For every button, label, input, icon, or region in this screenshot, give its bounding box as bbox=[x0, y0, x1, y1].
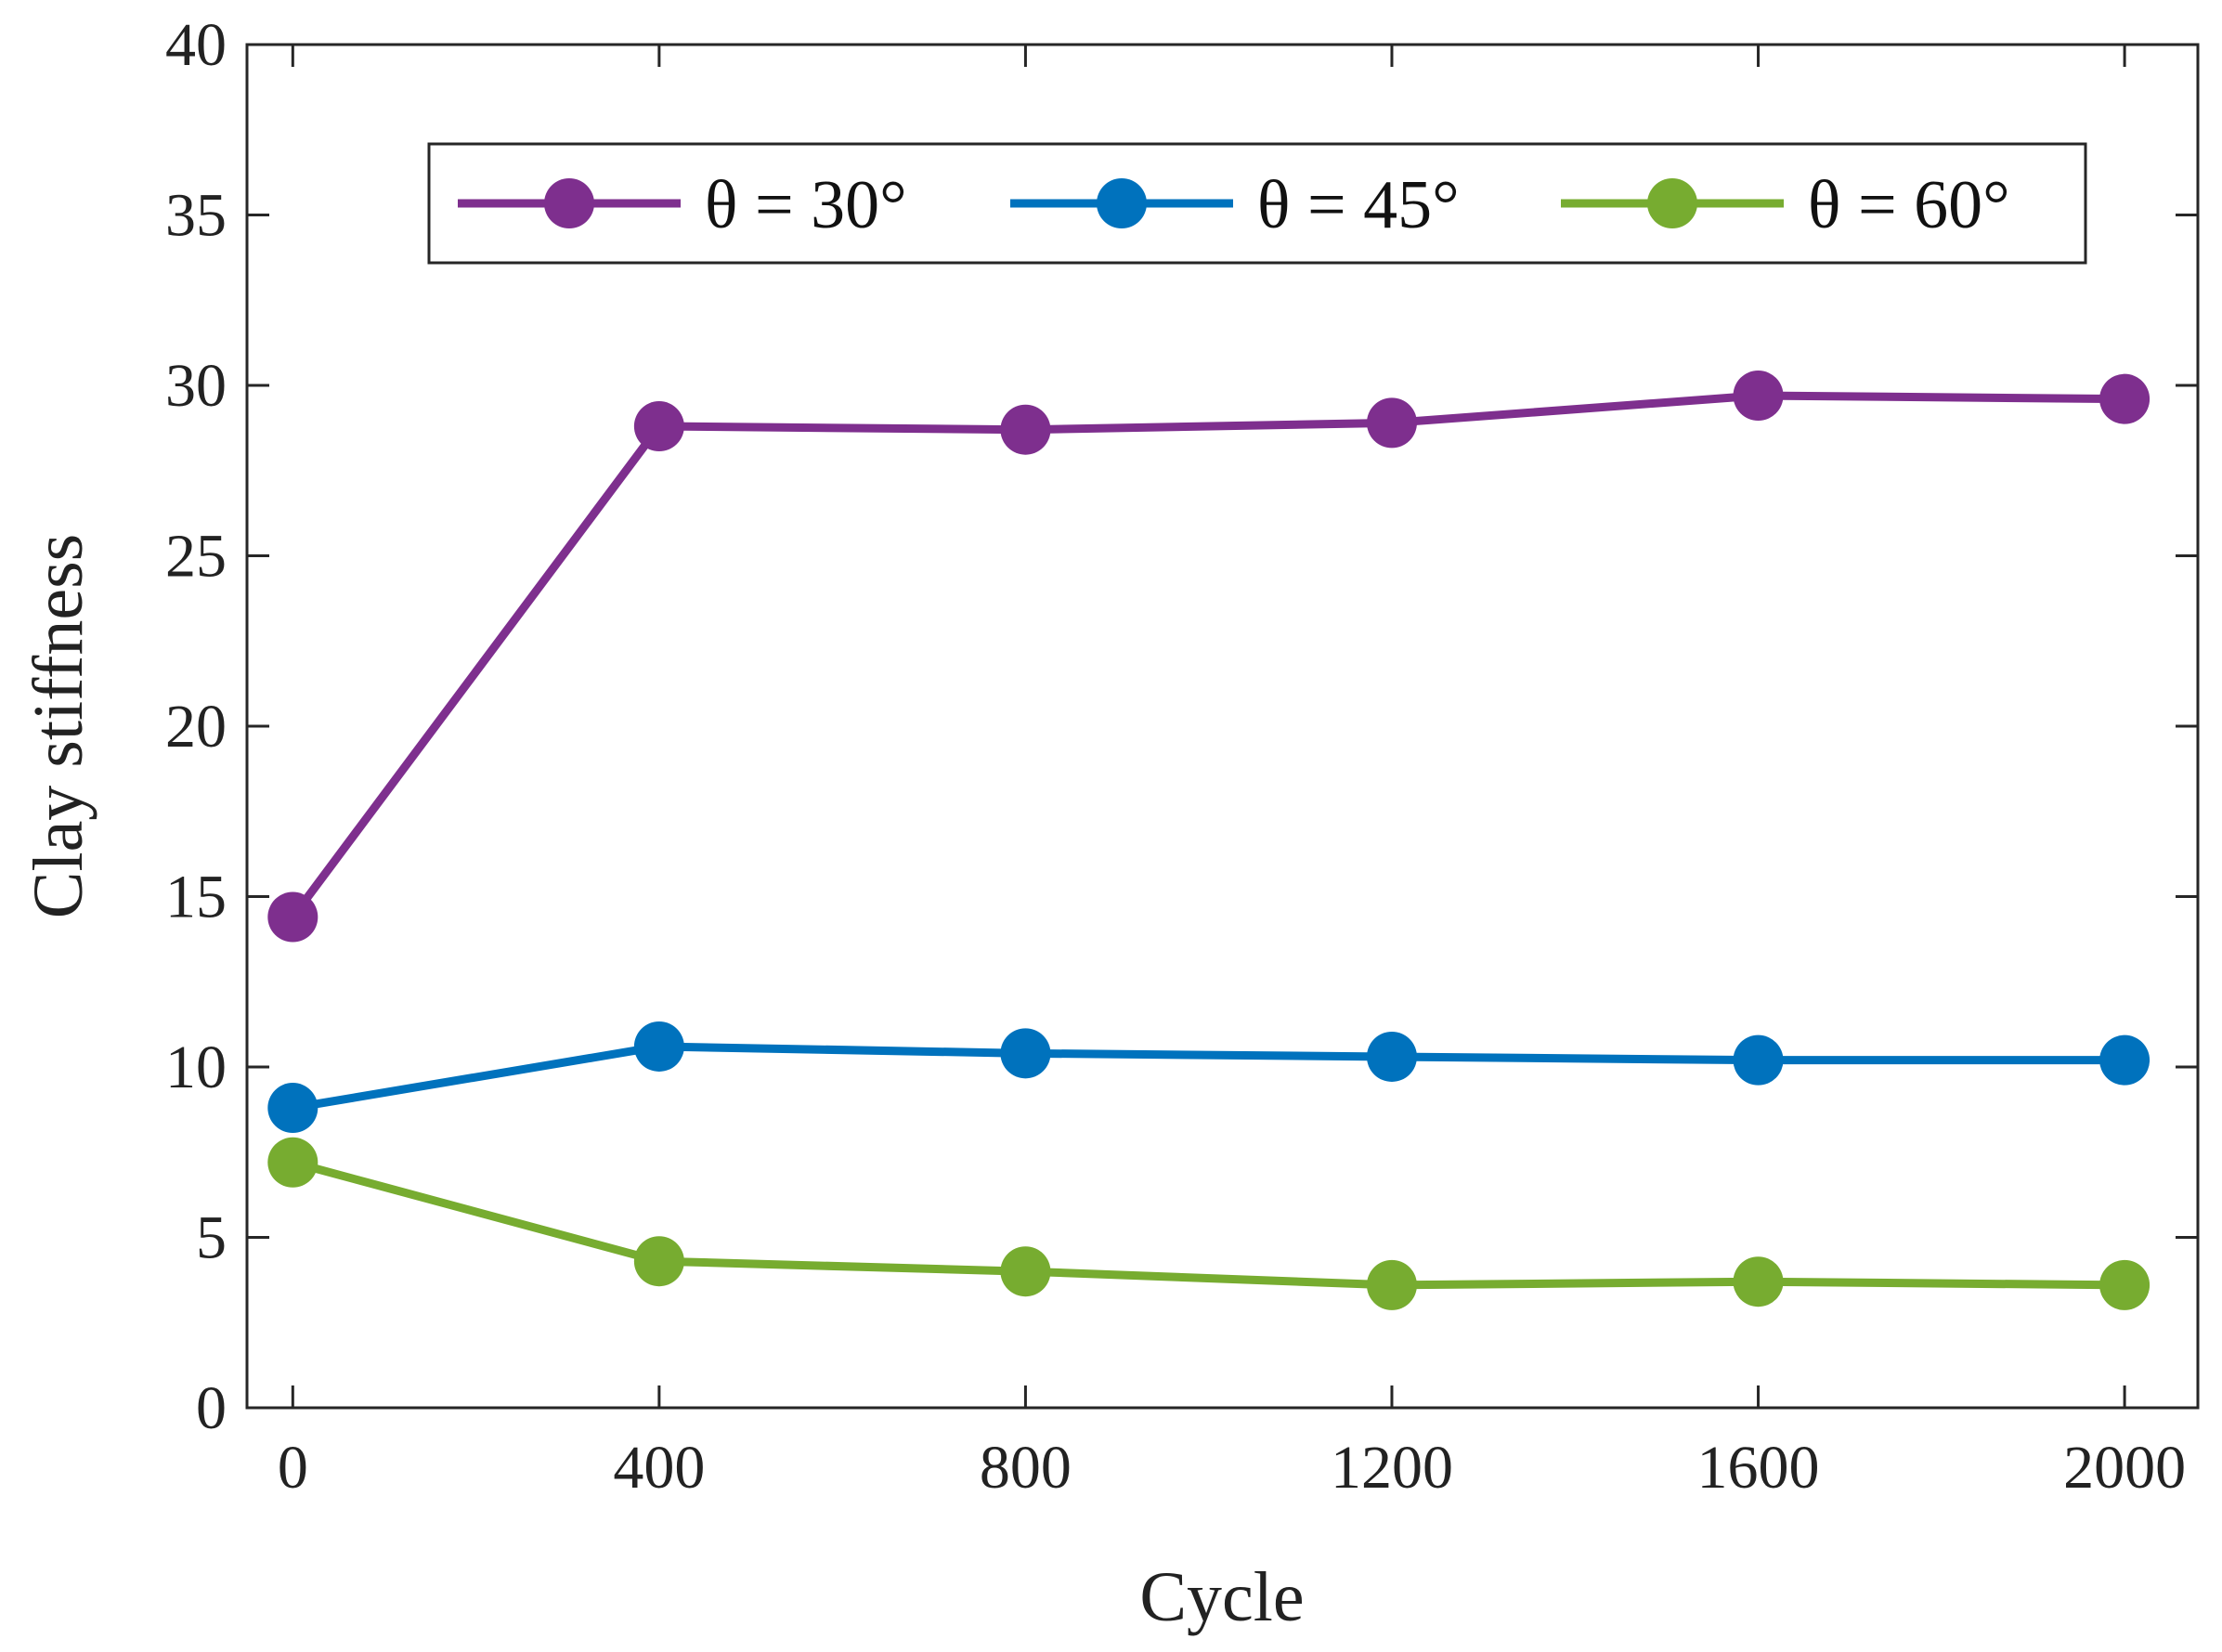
y-tick-label: 0 bbox=[196, 1374, 227, 1442]
x-tick-label: 0 bbox=[278, 1434, 308, 1502]
legend-entry-3: θ = 60° bbox=[1561, 167, 2010, 243]
y-axis: 0 5 10 15 20 25 30 35 40 bbox=[165, 11, 2198, 1442]
legend-marker bbox=[1097, 178, 1147, 228]
data-point bbox=[1000, 1246, 1051, 1297]
y-tick-label: 10 bbox=[165, 1034, 227, 1101]
y-tick-label: 30 bbox=[165, 352, 227, 420]
data-point bbox=[1000, 404, 1051, 455]
series-layer bbox=[267, 371, 2151, 1310]
legend-box bbox=[427, 142, 2087, 265]
x-tick-label: 800 bbox=[980, 1434, 1072, 1502]
y-tick-label: 40 bbox=[165, 11, 227, 79]
plot-area bbox=[245, 43, 2200, 1410]
y-axis-title: Clay stiffness bbox=[19, 534, 97, 918]
data-point bbox=[633, 401, 684, 452]
data-point bbox=[1000, 1028, 1051, 1079]
data-point bbox=[267, 891, 318, 943]
legend: θ = 30° θ = 45° θ = 60° bbox=[427, 142, 2087, 265]
y-tick-label: 15 bbox=[165, 864, 227, 931]
y-tick-label: 20 bbox=[165, 693, 227, 761]
legend-entry-1: θ = 30° bbox=[458, 167, 907, 243]
legend-marker bbox=[544, 178, 594, 228]
series-2 bbox=[267, 1021, 2151, 1134]
data-point bbox=[633, 1021, 684, 1072]
data-point bbox=[2099, 1259, 2151, 1310]
data-point bbox=[1366, 1031, 1417, 1082]
legend-label: θ = 30° bbox=[705, 167, 907, 243]
legend-entry-2: θ = 45° bbox=[1010, 167, 1460, 243]
data-point bbox=[1733, 1034, 1784, 1086]
data-point bbox=[633, 1236, 684, 1287]
data-point bbox=[1733, 371, 1784, 422]
data-point bbox=[1366, 397, 1417, 449]
x-tick-label: 400 bbox=[613, 1434, 705, 1502]
data-point bbox=[267, 1083, 318, 1134]
x-axis: 0 400 800 1200 1600 2000 bbox=[278, 45, 2186, 1502]
x-tick-label: 2000 bbox=[2063, 1434, 2186, 1502]
series-line bbox=[292, 1158, 2125, 1290]
legend-marker bbox=[1647, 178, 1697, 228]
data-point bbox=[267, 1137, 318, 1188]
data-point bbox=[1366, 1259, 1417, 1310]
y-tick-label: 35 bbox=[165, 182, 227, 250]
data-point bbox=[1733, 1256, 1784, 1307]
series-line bbox=[292, 1042, 2125, 1112]
series-3 bbox=[267, 1137, 2151, 1310]
x-tick-label: 1600 bbox=[1697, 1434, 1820, 1502]
legend-label: θ = 45° bbox=[1257, 167, 1460, 243]
y-tick-label: 5 bbox=[196, 1204, 227, 1272]
data-point bbox=[2099, 1034, 2151, 1086]
legend-label: θ = 60° bbox=[1808, 167, 2010, 243]
series-line bbox=[289, 391, 2125, 920]
x-tick-label: 1200 bbox=[1331, 1434, 1453, 1502]
series-1 bbox=[267, 371, 2151, 943]
x-axis-title: Cycle bbox=[1139, 1558, 1304, 1636]
data-point bbox=[2099, 373, 2151, 424]
y-tick-label: 25 bbox=[165, 523, 227, 591]
